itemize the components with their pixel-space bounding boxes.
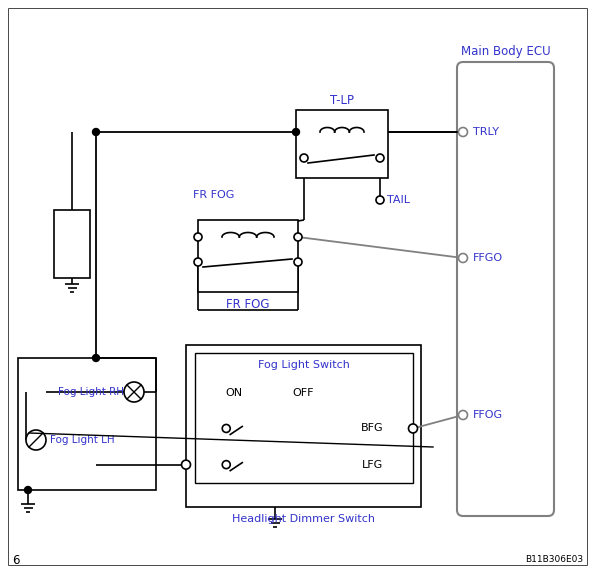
Circle shape	[294, 233, 302, 241]
Circle shape	[294, 258, 302, 266]
Text: TAIL: TAIL	[387, 195, 410, 205]
Text: FR FOG: FR FOG	[226, 297, 270, 311]
Text: BFG: BFG	[361, 423, 384, 433]
Circle shape	[293, 128, 299, 135]
Circle shape	[223, 461, 230, 469]
Text: FFGO: FFGO	[473, 253, 503, 263]
Text: FFOG: FFOG	[473, 410, 503, 420]
Circle shape	[376, 154, 384, 162]
Circle shape	[124, 382, 144, 402]
FancyBboxPatch shape	[457, 62, 554, 516]
Circle shape	[194, 233, 202, 241]
Circle shape	[459, 410, 468, 419]
Text: ON: ON	[226, 388, 243, 398]
Text: B11B306E03: B11B306E03	[525, 555, 583, 564]
Text: Fog Light LH: Fog Light LH	[50, 435, 115, 445]
Circle shape	[92, 355, 99, 362]
Text: Headlight Dimmer Switch: Headlight Dimmer Switch	[232, 514, 375, 524]
Text: TRLY: TRLY	[473, 127, 499, 137]
Bar	[195, 353, 413, 483]
Text: LFG: LFG	[362, 460, 383, 470]
Text: Fog Light Switch: Fog Light Switch	[258, 360, 350, 370]
Circle shape	[26, 430, 46, 450]
Bar	[198, 220, 298, 292]
Bar	[296, 110, 388, 178]
Circle shape	[300, 154, 308, 162]
Text: OFF: OFF	[292, 388, 314, 398]
Text: T-LP: T-LP	[330, 93, 354, 107]
Circle shape	[92, 128, 99, 135]
Bar	[54, 210, 90, 278]
Circle shape	[194, 258, 202, 266]
Text: Main Body ECU: Main Body ECU	[461, 45, 550, 58]
Bar	[18, 358, 156, 490]
Text: Fog Light RH: Fog Light RH	[58, 387, 124, 397]
Bar	[186, 345, 421, 507]
Circle shape	[376, 196, 384, 204]
Circle shape	[181, 460, 190, 469]
Text: 6: 6	[12, 554, 20, 567]
Circle shape	[459, 253, 468, 262]
Circle shape	[409, 424, 418, 433]
Circle shape	[223, 425, 230, 433]
Text: FR FOG: FR FOG	[193, 190, 234, 200]
Circle shape	[24, 486, 32, 493]
Circle shape	[459, 128, 468, 136]
